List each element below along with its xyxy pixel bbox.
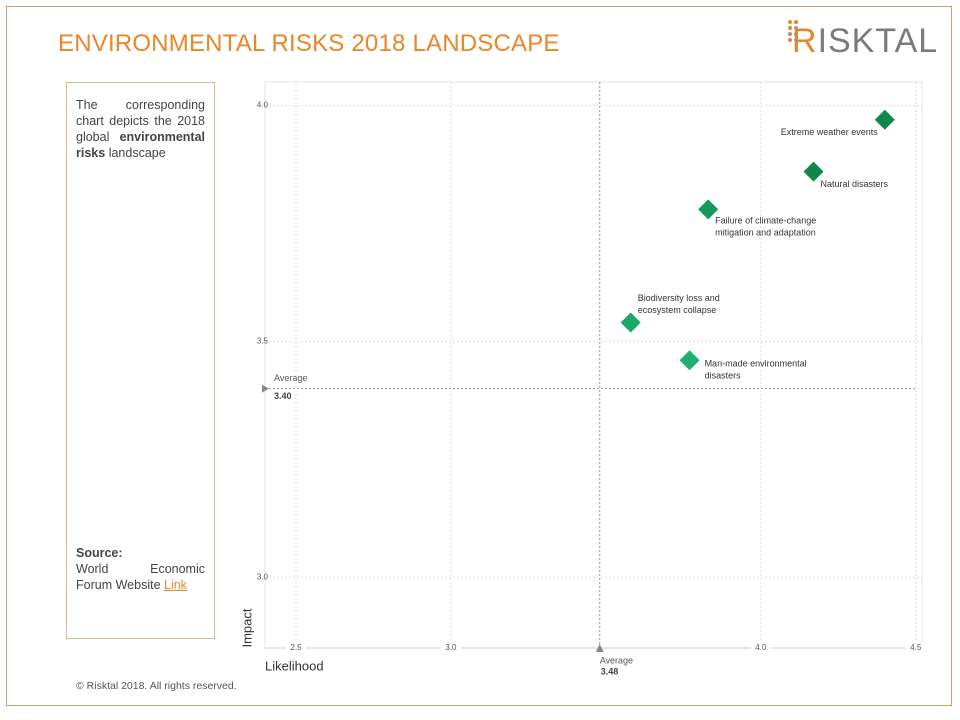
x-average-value: 3.48 bbox=[601, 666, 619, 676]
source: Source: World Economic Forum Website Lin… bbox=[76, 545, 205, 593]
tick-label-bg bbox=[905, 642, 926, 654]
title: ENVIRONMENTAL RISKS 2018 LANDSCAPE bbox=[58, 30, 560, 57]
point-label: mitigation and adaptation bbox=[715, 228, 816, 238]
plot-frame bbox=[264, 81, 923, 649]
intro: The corresponding chart depicts the 2018… bbox=[76, 98, 205, 144]
intro-bold: environmental risks bbox=[76, 130, 205, 160]
source-heading: Source: bbox=[76, 546, 123, 560]
x-average-label: Average bbox=[600, 655, 633, 665]
x-tick-label: 4.0 bbox=[755, 643, 767, 652]
y-tick-label: 3.0 bbox=[257, 572, 269, 581]
x-tick-label: 3.0 bbox=[445, 643, 457, 652]
y-average-marker bbox=[262, 384, 269, 393]
x-axis-label: Likelihood bbox=[265, 658, 324, 673]
y-tick-label: 3.5 bbox=[257, 337, 269, 346]
point-label: Extreme weather events bbox=[781, 127, 879, 137]
source-link[interactable]: Link bbox=[164, 578, 187, 592]
point bbox=[803, 161, 824, 182]
tick-label-bg bbox=[440, 642, 461, 654]
x-tick-label: 4.5 bbox=[910, 643, 922, 652]
x-average-marker bbox=[595, 644, 604, 652]
tick-label-bg bbox=[285, 642, 306, 654]
point-label: Natural disasters bbox=[821, 179, 889, 189]
point bbox=[679, 350, 700, 371]
point-label: Biodiversity loss and bbox=[638, 293, 720, 303]
point bbox=[698, 199, 719, 220]
sidebar: The corresponding chart depicts the 2018… bbox=[66, 82, 215, 639]
point-label: ecosystem collapse bbox=[638, 305, 717, 315]
point bbox=[874, 109, 895, 130]
source-text: World Economic Forum Website bbox=[76, 562, 205, 592]
slide-frame bbox=[6, 6, 952, 706]
y-axis-label: Impact bbox=[239, 608, 254, 647]
point bbox=[620, 312, 641, 333]
y-average-value: 3.40 bbox=[274, 391, 292, 401]
logo-icon bbox=[788, 20, 798, 42]
point-label: Man-made environmental bbox=[705, 359, 807, 369]
x-tick-label: 2.5 bbox=[290, 643, 302, 652]
intro-end: landscape bbox=[108, 146, 166, 160]
y-tick-label: 4.0 bbox=[257, 101, 269, 110]
y-average-label: Average bbox=[274, 373, 307, 383]
point-label: disasters bbox=[705, 371, 742, 381]
tick-label-bg bbox=[750, 642, 771, 654]
point-label: Failure of climate-change bbox=[715, 216, 816, 226]
footer: © Risktal 2018. All rights reserved. bbox=[76, 680, 237, 692]
